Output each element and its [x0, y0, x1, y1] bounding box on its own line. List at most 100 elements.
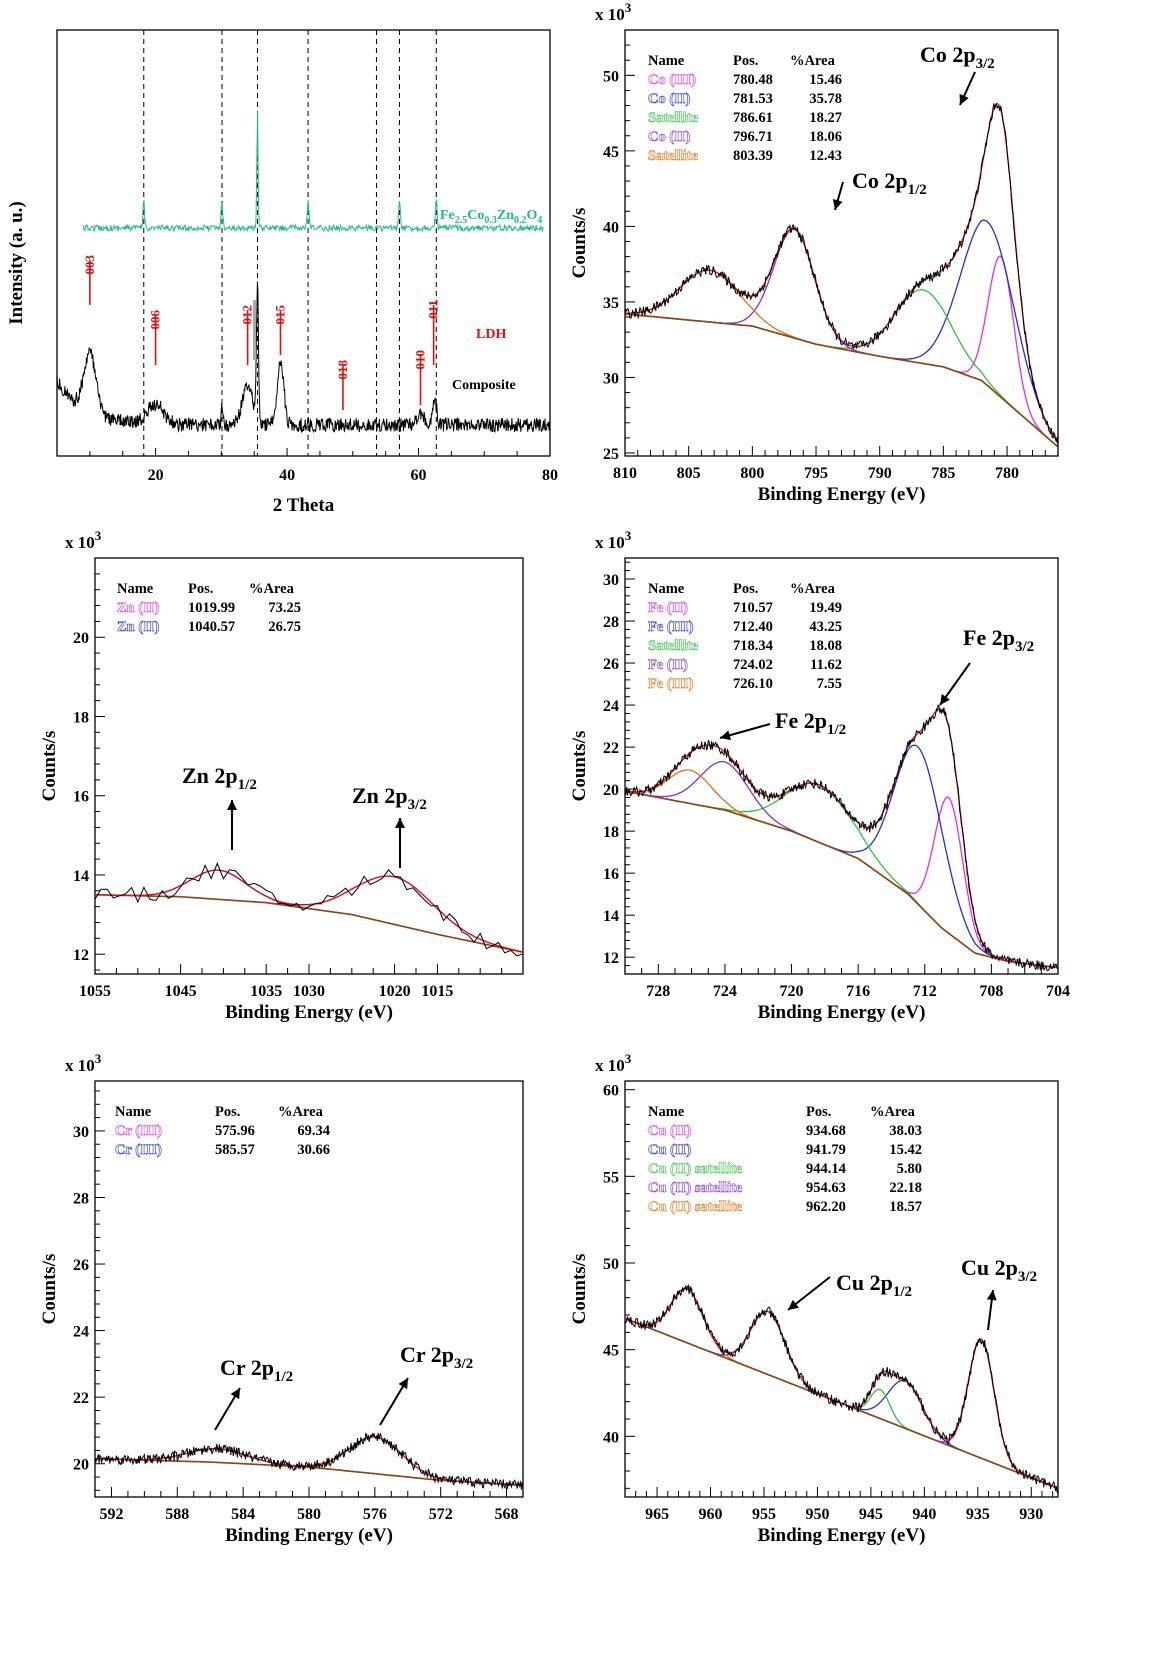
- plot-area: [625, 102, 1058, 448]
- table-row-area: 19.49: [809, 600, 842, 616]
- plot-frame: [624, 1080, 1059, 1498]
- table-row-position: 803.39: [733, 148, 773, 164]
- component-table: Name Pos. %Area Co (III) 780.48 15.46 Co (II) 7…: [648, 53, 842, 164]
- peak-label: Fe 2p1/2: [775, 708, 846, 738]
- component-curve: [625, 219, 1058, 443]
- table-header: Name: [115, 1104, 152, 1120]
- x-tick-label: 704: [1046, 983, 1070, 1000]
- x-tick-label: 720: [780, 983, 804, 1000]
- x-tick-label: 950: [805, 1506, 829, 1523]
- component-curve: [625, 744, 1058, 969]
- background-curve: [95, 894, 523, 953]
- y-tick-label: 12: [73, 947, 89, 964]
- table-row-name: Satellite: [648, 638, 698, 654]
- y-tick-label: 45: [603, 1343, 619, 1360]
- x-tick-label: 790: [868, 465, 892, 482]
- y-tick-label: 26: [603, 656, 619, 673]
- table-row-area: 18.27: [809, 110, 842, 126]
- table-header: %Area: [249, 581, 295, 597]
- x-tick-label: 576: [363, 1506, 387, 1523]
- y-tick-label: 35: [603, 295, 619, 312]
- x-tick-label: 780: [995, 465, 1019, 482]
- axis-multiplier: x 103: [595, 0, 632, 24]
- peak-arrowhead: [940, 693, 950, 705]
- table-row-position: 780.48: [733, 72, 773, 88]
- x-tick-label: 795: [804, 465, 828, 482]
- component-curve: [95, 869, 523, 953]
- table-row-name: Cu (II) satellite: [648, 1199, 743, 1215]
- table-row-position: 726.10: [733, 676, 773, 692]
- y-tick-label: 20: [73, 630, 89, 647]
- table-row-position: 781.53: [733, 91, 773, 107]
- y-tick-label: 20: [73, 1457, 89, 1474]
- table-row-name: Zn (II): [117, 600, 159, 616]
- x-tick-label: 785: [931, 465, 955, 482]
- table-row-position: 1040.57: [188, 619, 235, 635]
- table-row-area: 5.80: [897, 1161, 922, 1177]
- axis-multiplier: x 103: [65, 528, 102, 552]
- table-row-position: 1019.99: [188, 600, 235, 616]
- peak-arrowhead: [227, 800, 237, 810]
- component-table: Name Pos. %Area Fe (II) 710.57 19.49 Fe (III) 7…: [648, 581, 842, 692]
- table-row-name: Zn (II): [117, 619, 159, 635]
- table-row-name: Fe (III): [648, 676, 694, 692]
- x-axis-title: 2 Theta: [273, 495, 335, 516]
- x-tick-label: 724: [713, 983, 737, 1000]
- x-tick-label: 708: [979, 983, 1003, 1000]
- x-tick-label: 1045: [165, 983, 197, 1000]
- raw-data-curve: [625, 103, 1058, 447]
- y-tick-label: 18: [603, 824, 619, 841]
- peak-label: Cu 2p1/2: [836, 1270, 912, 1300]
- x-tick-label: 800: [740, 465, 764, 482]
- table-row-area: 15.42: [889, 1142, 922, 1158]
- table-header: Name: [117, 581, 154, 597]
- x-tick-label: 716: [846, 983, 870, 1000]
- table-row-area: 69.34: [297, 1123, 330, 1139]
- plot-area: [625, 704, 1058, 972]
- table-header: Pos.: [215, 1104, 240, 1120]
- table-row-position: 712.40: [733, 619, 773, 635]
- x-tick-label: 592: [99, 1506, 123, 1523]
- plot-area: [95, 862, 523, 957]
- raw-data-curve: [625, 1283, 1058, 1493]
- y-tick-label: 30: [603, 370, 619, 387]
- x-axis-title: Binding Energy (eV): [225, 1525, 393, 1546]
- raw-data-curve: [95, 862, 523, 957]
- component-curve: [625, 782, 1058, 969]
- x-tick-label: 930: [1019, 1506, 1043, 1523]
- table-row-area: 26.75: [268, 619, 301, 635]
- table-row-area: 38.03: [889, 1123, 922, 1139]
- background-curve: [625, 313, 1058, 448]
- y-tick-label: 26: [73, 1257, 89, 1274]
- peak-label: Co 2p1/2: [852, 168, 927, 198]
- table-header: Name: [648, 1104, 685, 1120]
- table-row-position: 786.61: [733, 110, 773, 126]
- envelope-curve: [95, 869, 523, 953]
- table-row-name: Fe (II): [648, 657, 688, 673]
- y-tick-label: 30: [73, 1124, 89, 1141]
- table-row-name: Cu (II): [648, 1123, 691, 1139]
- raw-data-curve: [95, 1432, 523, 1490]
- x-axis-title: Binding Energy (eV): [225, 1002, 393, 1023]
- x-tick-label: 1030: [293, 983, 325, 1000]
- y-axis-title: Counts/s: [39, 731, 60, 802]
- x-tick-label: 1015: [421, 983, 453, 1000]
- x-tick-label: 810: [613, 465, 637, 482]
- x-tick-label: 960: [699, 1506, 723, 1523]
- plot-area: [625, 1283, 1058, 1493]
- component-curve: [625, 269, 1058, 448]
- table-row-area: 22.18: [889, 1180, 922, 1196]
- series-line-composite: [56, 281, 551, 434]
- table-row-area: 18.57: [889, 1199, 922, 1215]
- xps-fe-panel: x 103 728 724 720 716 712 708 704 12 14 16 18 20 22 24…: [569, 528, 1070, 1023]
- table-header: Name: [648, 53, 685, 69]
- table-header: %Area: [278, 1104, 324, 1120]
- x-tick-label: 80: [542, 467, 558, 484]
- table-row-area: 18.06: [809, 129, 842, 145]
- table-row-position: 954.63: [806, 1180, 846, 1196]
- table-header: Name: [648, 581, 685, 597]
- x-tick-label: 955: [752, 1506, 776, 1523]
- table-row-area: 73.25: [268, 600, 301, 616]
- component-table: Name Pos. %Area Cr (III) 575.96 69.34 Cr (III)…: [115, 1104, 330, 1158]
